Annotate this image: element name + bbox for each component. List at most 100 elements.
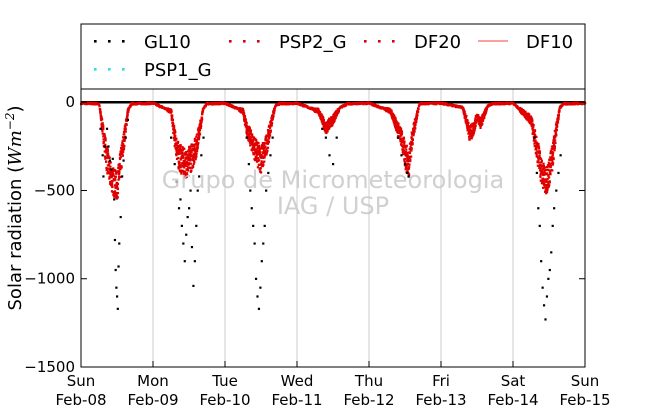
psp2g-point	[108, 175, 111, 178]
psp2g-point	[573, 103, 577, 106]
psp2g-point	[191, 149, 194, 152]
psp2g-point	[266, 142, 270, 145]
psp2g-point	[269, 125, 272, 128]
x-tick-label-date: Feb-10	[199, 391, 250, 409]
psp2g-point	[395, 127, 399, 131]
legend-dot-marker	[108, 40, 111, 43]
watermark-line-2: IAG / USP	[277, 192, 389, 220]
psp2g-point	[269, 130, 272, 134]
psp2g-point	[407, 151, 410, 154]
psp2g-point	[462, 108, 465, 111]
psp2g-point	[484, 112, 487, 115]
legend-dot-marker	[122, 40, 125, 43]
legend-dot-marker	[122, 68, 125, 71]
psp2g-point	[404, 161, 407, 164]
psp2g-point	[189, 158, 192, 161]
psp2g-point	[409, 142, 412, 145]
psp2g-point	[259, 147, 262, 150]
psp2g-point	[173, 124, 176, 128]
psp2g-point	[401, 141, 404, 144]
psp2g-point	[468, 125, 471, 128]
psp2g-point	[189, 170, 192, 173]
psp2g-point	[261, 164, 264, 168]
psp2g-point	[173, 129, 177, 132]
psp2g-point	[556, 123, 559, 127]
gl10-point	[179, 198, 182, 201]
psp2g-point	[547, 161, 550, 164]
psp2g-point	[399, 140, 402, 143]
psp2g-point	[107, 152, 110, 155]
psp2g-point	[192, 154, 195, 157]
psp2g-point	[115, 197, 118, 200]
psp2g-point	[412, 134, 415, 137]
psp2g-point	[190, 154, 193, 157]
psp2g-point	[123, 133, 126, 136]
psp2g-point	[255, 157, 258, 160]
psp2g-point	[257, 142, 260, 145]
psp2g-point	[541, 180, 544, 184]
psp2g-point	[410, 147, 413, 150]
psp2g-point	[324, 129, 327, 132]
psp2g-point	[553, 145, 556, 148]
psp2g-point	[537, 156, 540, 159]
psp2g-point	[397, 122, 400, 125]
psp2g-point	[111, 185, 114, 188]
psp2g-point	[178, 163, 181, 166]
gl10-point	[116, 307, 119, 310]
psp2g-point	[249, 141, 252, 144]
psp2g-point	[280, 103, 283, 106]
psp2g-point	[533, 129, 537, 132]
gl10-point	[193, 260, 196, 263]
psp2g-point	[481, 122, 484, 126]
psp2g-point	[270, 121, 274, 124]
psp2g-point	[116, 196, 119, 199]
psp2g-point	[175, 157, 179, 160]
psp2g-point	[538, 161, 541, 164]
psp2g-point	[548, 184, 551, 187]
gl10-point	[324, 136, 327, 139]
psp2g-point	[268, 126, 272, 129]
psp2g-point	[544, 166, 547, 169]
psp2g-point	[543, 186, 546, 189]
psp2g-point	[409, 159, 412, 163]
gl10-point	[252, 224, 255, 227]
psp2g-point	[179, 166, 182, 169]
psp2g-point	[252, 139, 255, 142]
psp2g-point	[405, 148, 408, 151]
x-tick-label-date: Feb-12	[343, 391, 394, 409]
psp2g-point	[201, 112, 204, 116]
psp2g-point	[192, 149, 196, 152]
psp2g-point	[196, 136, 200, 139]
psp2g-point	[105, 168, 109, 171]
psp2g-point	[178, 161, 181, 164]
psp2g-point	[317, 109, 321, 112]
psp2g-point	[196, 143, 200, 146]
psp2g-point	[267, 131, 270, 134]
psp2g-point	[176, 147, 179, 150]
psp2g-point	[263, 149, 266, 152]
psp2g-point	[115, 193, 118, 196]
psp2g-point	[186, 156, 189, 160]
psp2g-point	[413, 121, 416, 124]
legend: GL10 PSP2_G DF20 DF10 PSP1_G	[80, 23, 586, 90]
psp2g-point	[190, 149, 193, 152]
psp2g-point	[181, 156, 184, 159]
psp2g-point	[402, 140, 405, 143]
psp2g-point	[114, 186, 117, 189]
psp2g-point	[537, 147, 541, 150]
psp2g-point	[189, 166, 192, 169]
gl10-point	[113, 198, 116, 201]
psp2g-point	[413, 130, 416, 133]
psp2g-point	[549, 171, 552, 174]
psp2g-point	[552, 162, 555, 165]
psp2g-point	[551, 163, 554, 166]
psp2g-point	[326, 130, 329, 133]
psp2g-point	[178, 152, 181, 155]
psp2g-point	[390, 109, 393, 112]
psp2g-point	[249, 144, 252, 147]
psp2g-point	[524, 110, 527, 113]
psp2g-point	[122, 130, 126, 133]
psp2g-point	[242, 114, 245, 117]
psp2g-point	[172, 131, 175, 134]
psp2g-point	[471, 125, 475, 128]
